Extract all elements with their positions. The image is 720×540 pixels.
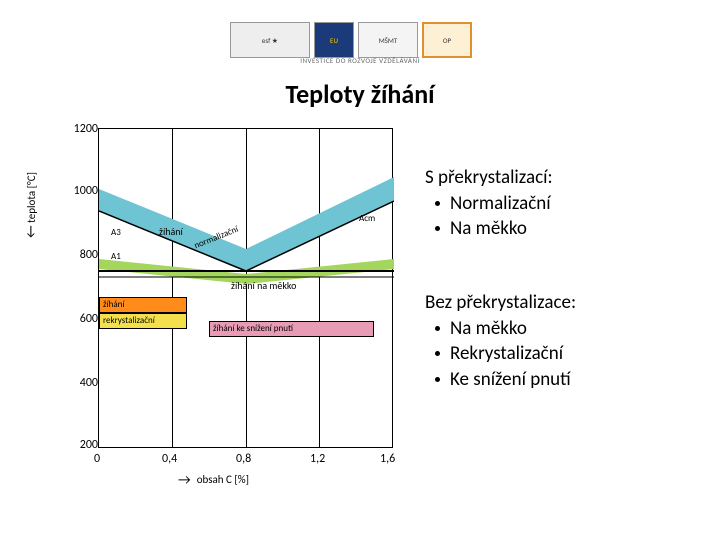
block2-item-0-text: Na měkko (450, 316, 527, 342)
text-block-s-prekrystalizaci: S překrystalizací: Normalizační Na měkko (425, 165, 553, 242)
line-acm (246, 201, 394, 271)
bullet-icon (435, 377, 440, 382)
ytick-400: 400 (80, 376, 98, 390)
xtick-0: 0 (94, 452, 100, 466)
label-zihani-mekko: žíhání na měkko (231, 279, 296, 292)
ytick-800: 800 (80, 248, 98, 262)
box-zihani: žíhání (99, 297, 187, 313)
ytick-200: 200 (80, 438, 98, 452)
logo-eu: EU (314, 22, 354, 58)
ytick-1200: 1200 (74, 122, 98, 136)
label-a1: A1 (111, 251, 121, 262)
label-acm: Acm (359, 213, 375, 224)
block1-item-0: Normalizační (425, 191, 553, 217)
block2-item-2: Ke snížení pnutí (425, 367, 576, 393)
xtick-04: 0,4 (162, 452, 177, 466)
arrow-up-icon: ← (22, 225, 39, 238)
block2-item-1: Rekrystalizační (425, 341, 576, 367)
xtick-08: 0,8 (236, 452, 251, 466)
xtick-12: 1,2 (310, 452, 325, 466)
bullet-icon (435, 201, 440, 206)
text-block-bez-prekrystalizace: Bez překrystalizace: Na měkko Rekrystali… (425, 290, 576, 393)
block2-item-2-text: Ke snížení pnutí (450, 367, 571, 393)
logo-subtitle: INVESTICE DO ROZVOJE VZDĚLÁVÁNÍ (300, 56, 420, 65)
logo-msmt: MŠMT (358, 22, 418, 58)
block1-item-1-text: Na měkko (450, 216, 527, 242)
block1-heading: S překrystalizací: (425, 165, 553, 191)
y-axis-text: teplota [°C] (25, 172, 38, 223)
x-axis-text: obsah C [%] (197, 473, 249, 486)
block2-heading: Bez překrystalizace: (425, 290, 576, 316)
page-title: Teploty žíhání (0, 78, 720, 110)
block2-item-1-text: Rekrystalizační (450, 341, 563, 367)
ytick-1000: 1000 (74, 184, 98, 198)
logo-esf: esf ★ (230, 22, 310, 58)
x-axis-label: → obsah C [%] (178, 471, 249, 488)
arrow-right-icon: → (178, 471, 191, 488)
bullet-icon (435, 326, 440, 331)
box-snizeni-pnuti: žíhání ke snížení pnutí (209, 321, 374, 337)
bullet-icon (435, 351, 440, 356)
ytick-600: 600 (80, 312, 98, 326)
box-rekrystalizacni: rekrystalizační (99, 313, 187, 329)
block2-item-0: Na měkko (425, 316, 576, 342)
logo-op: OP (422, 22, 472, 58)
phase-diagram: 1200 1000 800 600 400 200 ← teplota [°C]… (28, 128, 398, 488)
chart-area: žíhání normalizační Acm A3 A1 žíhání na … (98, 128, 393, 448)
zone-normalizacni (99, 177, 394, 271)
bullet-icon (435, 226, 440, 231)
label-zihani: žíhání (159, 225, 183, 238)
label-a3: A3 (111, 227, 121, 238)
y-axis-label: ← teplota [°C] (22, 172, 39, 238)
block1-item-0-text: Normalizační (450, 191, 551, 217)
xtick-16: 1,6 (380, 452, 395, 466)
block1-item-1: Na měkko (425, 216, 553, 242)
